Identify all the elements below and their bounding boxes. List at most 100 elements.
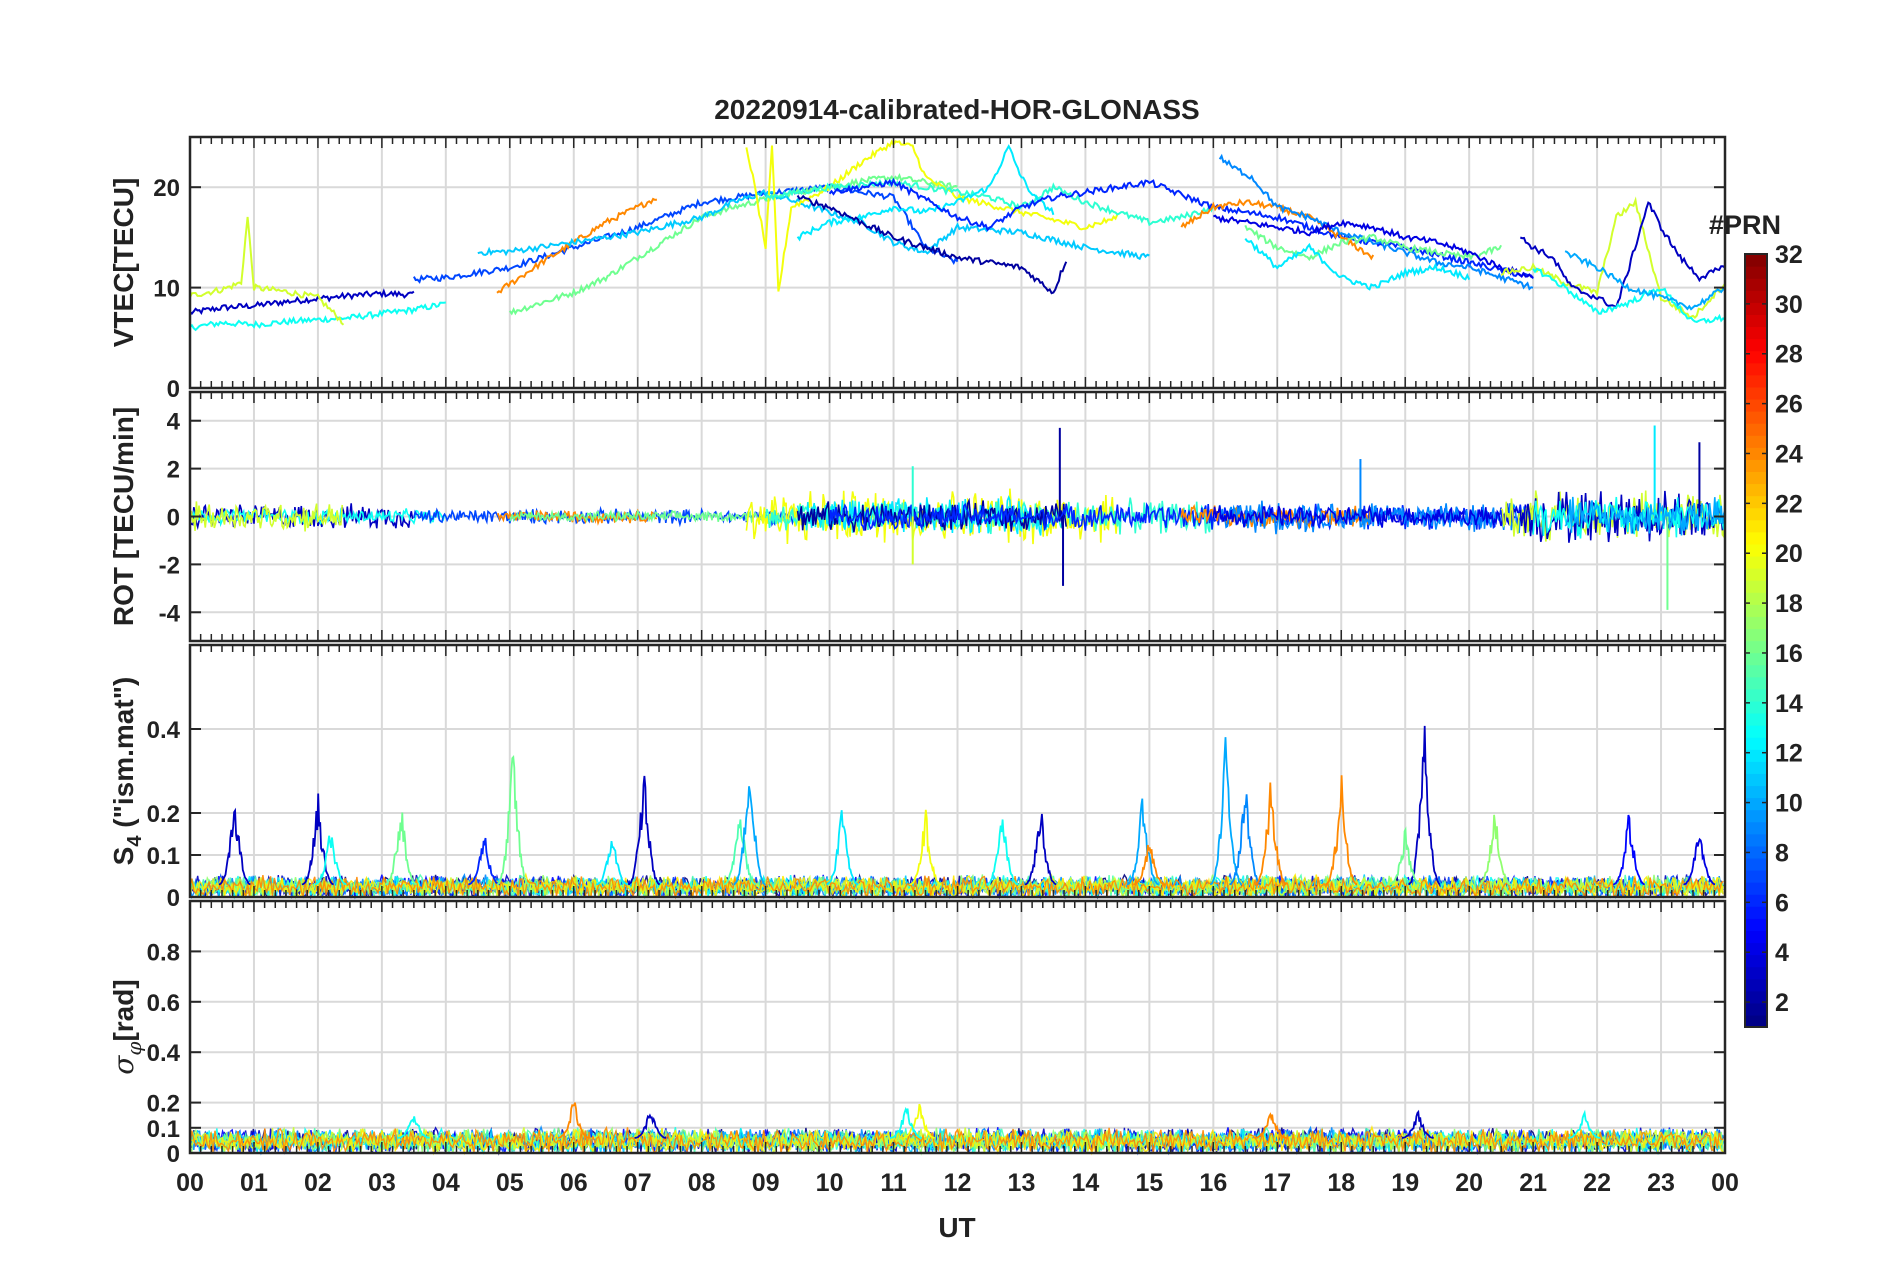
colorbar-tick-label: 20 — [1775, 540, 1803, 568]
x-tick-label: 20 — [1455, 1169, 1483, 1197]
x-tick-label: 03 — [368, 1169, 396, 1197]
vtec-series-prn-14 — [764, 178, 1215, 227]
s4-peak — [733, 786, 766, 886]
panel-rot: -4 -2 0 2 4 ROT [TECU/min] — [108, 390, 1727, 643]
colorbar-swatch — [1745, 942, 1767, 956]
vtec-series-prn-10 — [1564, 250, 1726, 311]
colorbar-swatch — [1745, 411, 1767, 424]
panel-sigma_phi-ytick-label: 0.2 — [147, 1091, 180, 1118]
x-tick-label: 09 — [752, 1169, 780, 1197]
panel-rot-ytick-label: 2 — [167, 457, 180, 484]
s4-peak — [1254, 782, 1287, 886]
colorbar-tick-label: 10 — [1775, 790, 1803, 818]
vtec-series-prn-16 — [508, 172, 958, 316]
colorbar-swatch — [1745, 519, 1767, 533]
colorbar-swatch — [1745, 495, 1767, 509]
panel-rot-ytick-label: 0 — [167, 505, 180, 532]
x-tick-label: 01 — [240, 1169, 268, 1197]
panel-sigma_phi-ytick-label: 0 — [167, 1141, 180, 1168]
s4-peak — [1229, 794, 1262, 886]
rot-series-prn-19 — [189, 501, 343, 532]
colorbar-tick-label: 32 — [1775, 241, 1803, 269]
colorbar-label: #PRN — [1709, 210, 1781, 240]
panel-sigma_phi-ytick-label: 0.1 — [147, 1116, 180, 1143]
colorbar-swatch — [1745, 302, 1767, 315]
s4-peak — [1133, 844, 1166, 886]
panel-vtec-ytick-label: 0 — [167, 376, 180, 403]
colorbar-swatch — [1745, 725, 1767, 738]
x-tick-label: 21 — [1519, 1169, 1547, 1197]
x-tick-label: 12 — [944, 1169, 972, 1197]
colorbar-tick-label: 30 — [1775, 291, 1803, 319]
panel-s4: 0 0.1 0.2 0.4S4 ("ism.mat") — [108, 643, 1727, 912]
x-tick-label: 02 — [304, 1169, 332, 1197]
s4-peak — [1024, 813, 1057, 886]
x-tick-label: 22 — [1583, 1169, 1611, 1197]
colorbar-swatch — [1745, 314, 1767, 328]
colorbar-swatch — [1745, 290, 1767, 303]
colorbar-swatch — [1745, 350, 1767, 364]
colorbar-swatch — [1745, 447, 1767, 460]
vtec-series-prn-4 — [1212, 214, 1534, 279]
colorbar-swatch — [1745, 652, 1767, 666]
x-tick-label: 17 — [1263, 1169, 1291, 1197]
panel-s4-ytick-label: 0.4 — [147, 717, 181, 744]
colorbar-swatch — [1745, 954, 1767, 968]
rot-series-prn-10 — [1564, 496, 1726, 536]
vtec-series-prn-16 — [1244, 225, 1502, 262]
colorbar-tick-label: 22 — [1775, 490, 1803, 518]
panel-s4-ylabel: S4 ("ism.mat") — [108, 677, 146, 866]
colorbar-tick-label: 16 — [1775, 640, 1803, 668]
vtec-series-prn-9 — [1218, 153, 1534, 291]
panel-rot-data — [189, 425, 1726, 610]
colorbar-swatch — [1745, 386, 1767, 400]
x-tick-label: 13 — [1008, 1169, 1036, 1197]
s4-peak — [1126, 798, 1159, 886]
colorbar-swatch — [1745, 664, 1767, 678]
vtec-series-prn-7 — [413, 183, 959, 284]
vtec-series-prn-20 — [745, 139, 1119, 292]
sigma_phi-peak — [1254, 1112, 1287, 1139]
colorbar-tick-label: 2 — [1775, 989, 1789, 1017]
vtec-series-prn-11 — [477, 188, 1150, 261]
panel-sigma_phi-ytick-label: 0.4 — [147, 1040, 181, 1067]
vtec-series-prn-13 — [189, 301, 447, 332]
x-axis-label: UT — [938, 1212, 975, 1243]
colorbar-swatch — [1745, 266, 1767, 279]
colorbar-swatch — [1745, 906, 1767, 919]
panel-rot-ylabel: ROT [TECU/min] — [108, 407, 139, 626]
colorbar-swatch — [1745, 507, 1767, 521]
panel-vtec-data — [189, 139, 1726, 332]
sigma_phi-peak — [634, 1113, 667, 1139]
vtec-series-prn-12 — [1244, 237, 1471, 291]
panel-rot-ytick-label: -2 — [159, 552, 180, 579]
vtec-series-prn-19 — [189, 216, 345, 326]
colorbar-swatch — [1745, 568, 1767, 581]
colorbar-swatch — [1745, 761, 1767, 774]
colorbar-tick-label: 4 — [1775, 939, 1789, 967]
colorbar-swatch — [1745, 435, 1767, 448]
colorbar-tick-label: 6 — [1775, 889, 1789, 917]
s4-peak — [1683, 837, 1716, 886]
colorbar-swatch — [1745, 845, 1767, 859]
s4-peak — [986, 819, 1019, 886]
colorbar-swatch — [1745, 773, 1767, 787]
s4-peak — [1325, 775, 1358, 886]
panel-rot-ytick-label: -4 — [159, 600, 181, 627]
colorbar-swatch — [1745, 362, 1767, 376]
x-tick-label: 18 — [1327, 1169, 1355, 1197]
s4-peak — [826, 810, 859, 886]
colorbar-tick-label: 8 — [1775, 839, 1789, 867]
colorbar-swatch — [1745, 580, 1767, 593]
colorbar-swatch — [1745, 712, 1767, 726]
colorbar-swatch — [1745, 882, 1767, 895]
panel-vtec-ylabel: VTEC[TECU] — [108, 178, 139, 348]
s4-peak — [1613, 814, 1645, 886]
colorbar-swatch — [1745, 398, 1767, 412]
rot-series-prn-4 — [1212, 504, 1534, 528]
colorbar-swatch — [1745, 990, 1767, 1004]
colorbar-swatch — [1745, 894, 1767, 907]
panel-s4-ytick-label: 0.1 — [147, 843, 180, 870]
x-tick-label: 00 — [176, 1169, 204, 1197]
